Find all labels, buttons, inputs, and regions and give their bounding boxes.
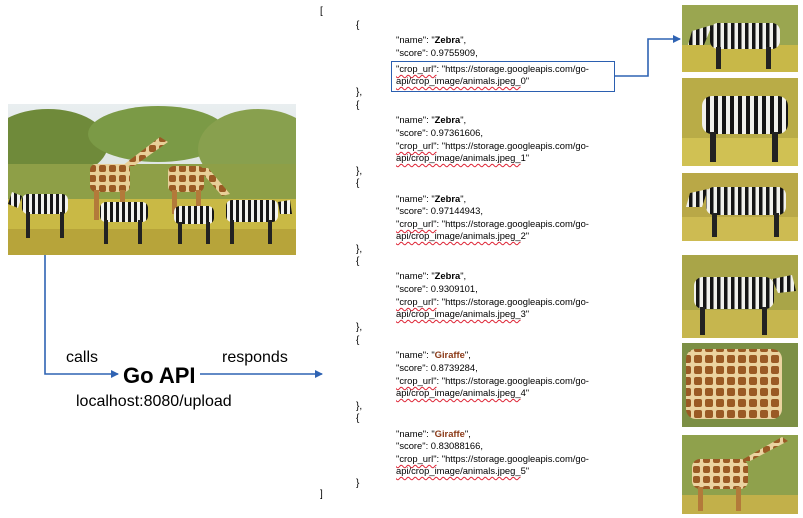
- calls-arrow: [44, 255, 119, 378]
- json-score-line: "score": 0.9309101,: [396, 283, 478, 294]
- json-score-line: "score": 0.97361606,: [396, 127, 483, 138]
- json-score-line: "score": 0.97144943,: [396, 205, 483, 216]
- json-open-bracket: [: [320, 6, 323, 17]
- json-name-line: "name": "Zebra",: [396, 114, 467, 125]
- json-name-line: "name": "Zebra",: [396, 34, 467, 45]
- score-value: 0.83088166,: [430, 440, 483, 451]
- giraffe-crop-4: [682, 343, 798, 427]
- json-open-brace: {: [356, 413, 360, 424]
- animal-name: Zebra: [434, 34, 461, 45]
- json-crop-url-line-2: api/crop_image/animals.jpeg_2": [396, 230, 530, 241]
- json-crop-url-line: "crop_url": "https://storage.googleapis.…: [396, 218, 589, 229]
- json-open-brace: {: [356, 20, 360, 31]
- json-crop-url-line: "crop_url": "https://storage.googleapis.…: [396, 453, 589, 464]
- json-crop-url-line: "crop_url": "https://storage.googleapis.…: [396, 375, 589, 386]
- score-value: 0.97361606,: [430, 127, 483, 138]
- json-name-line: "name": "Zebra",: [396, 270, 467, 281]
- json-score-line: "score": 0.9755909,: [396, 47, 478, 58]
- json-open-brace: {: [356, 100, 360, 111]
- json-close-brace: },: [356, 166, 363, 177]
- source-photo: [8, 104, 296, 255]
- json-close-bracket: ]: [320, 489, 323, 500]
- json-close-brace: }: [356, 478, 360, 489]
- score-value: 0.97144943,: [430, 205, 483, 216]
- json-close-brace: },: [356, 87, 363, 98]
- zebra-shape: [100, 202, 148, 244]
- zebra-shape: [226, 200, 292, 244]
- crop-link-arrow: [615, 35, 681, 77]
- json-close-brace: },: [356, 244, 363, 255]
- zebra-crop-0: [682, 5, 798, 72]
- zebra-crop-1: [682, 78, 798, 166]
- giraffe-shape: [168, 166, 230, 214]
- calls-label: calls: [66, 349, 99, 366]
- animal-name: Zebra: [434, 193, 461, 204]
- animal-name: Zebra: [434, 270, 461, 281]
- json-crop-url-line-2: api/crop_image/animals.jpeg_1": [396, 152, 530, 163]
- json-open-brace: {: [356, 335, 360, 346]
- animal-name: Zebra: [434, 114, 461, 125]
- zebra-crop-3: [682, 255, 798, 338]
- zebra-shape: [174, 206, 214, 244]
- score-value: 0.8739284,: [430, 362, 478, 373]
- responds-label: responds: [222, 349, 288, 366]
- json-crop-url-line-2: api/crop_image/animals.jpeg_0": [396, 75, 530, 86]
- json-close-brace: },: [356, 322, 363, 333]
- json-close-brace: },: [356, 401, 363, 412]
- zebra-shape: [8, 192, 68, 238]
- json-crop-url-line: "crop_url": "https://storage.googleapis.…: [396, 140, 589, 151]
- json-open-brace: {: [356, 256, 360, 267]
- json-crop-url-line-2: api/crop_image/animals.jpeg_4": [396, 387, 530, 398]
- json-name-line: "name": "Zebra",: [396, 193, 467, 204]
- api-endpoint: localhost:8080/upload: [76, 393, 232, 410]
- json-open-brace: {: [356, 178, 360, 189]
- score-value: 0.9309101,: [430, 283, 478, 294]
- zebra-crop-2: [682, 173, 798, 241]
- score-value: 0.9755909,: [430, 47, 478, 58]
- animal-name: Giraffe: [434, 349, 465, 360]
- json-score-line: "score": 0.8739284,: [396, 362, 478, 373]
- json-score-line: "score": 0.83088166,: [396, 440, 483, 451]
- json-crop-url-line-2: api/crop_image/animals.jpeg_3": [396, 308, 530, 319]
- crop-url-highlight-box: [391, 61, 615, 92]
- api-title: Go API: [123, 363, 196, 388]
- json-name-line: "name": "Giraffe",: [396, 349, 471, 360]
- json-crop-url-line-2: api/crop_image/animals.jpeg_5": [396, 465, 530, 476]
- giraffe-crop-5: [682, 435, 798, 514]
- json-crop-url-line: "crop_url": "https://storage.googleapis.…: [396, 63, 589, 74]
- json-name-line: "name": "Giraffe",: [396, 428, 471, 439]
- animal-name: Giraffe: [434, 428, 465, 439]
- json-crop-url-line: "crop_url": "https://storage.googleapis.…: [396, 296, 589, 307]
